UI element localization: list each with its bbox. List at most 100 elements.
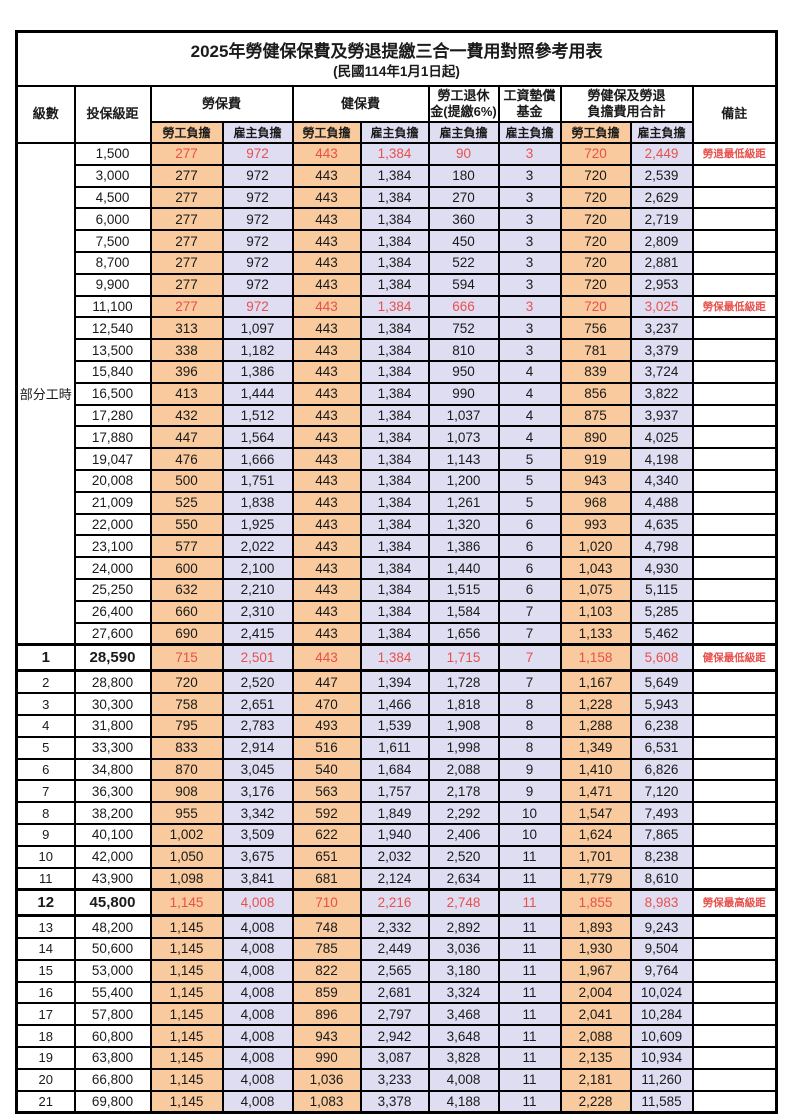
cell-wage-fund-employer: 5 — [497, 447, 562, 471]
cell-remark — [691, 534, 778, 559]
cell-health-employer: 1,611 — [359, 735, 430, 760]
cell-labor-employee: 447 — [149, 425, 224, 450]
cell-insured-bracket: 17,880 — [73, 425, 152, 450]
cell-total-employee: 919 — [559, 447, 632, 471]
cell-total-employer: 2,881 — [629, 250, 694, 275]
cell-remark — [691, 403, 778, 428]
cell-remark — [691, 914, 778, 940]
cell-health-employer: 1,384 — [359, 272, 430, 297]
pension-header-line1: 勞工退休 — [437, 87, 490, 103]
cell-total-employer: 11,585 — [629, 1089, 694, 1114]
table-row: 2 28,800 720 2,520 447 1,394 1,728 7 1,167 5,649 — [15, 669, 778, 695]
cell-health-employee: 493 — [291, 713, 362, 738]
cell-insured-bracket: 63,800 — [73, 1046, 152, 1070]
cell-labor-employee: 715 — [149, 643, 224, 673]
cell-total-employer: 8,610 — [629, 866, 694, 891]
cell-labor-employer: 972 — [221, 229, 294, 253]
cell-labor-employee: 955 — [149, 801, 224, 825]
cell-labor-employee: 1,145 — [149, 1046, 224, 1070]
cell-health-employer: 1,384 — [359, 403, 430, 428]
cell-remark — [691, 958, 778, 983]
cell-total-employer: 10,024 — [629, 980, 694, 1005]
cell-labor-employer: 1,925 — [221, 512, 294, 537]
cell-total-employee: 1,893 — [559, 914, 632, 940]
cell-labor-employee: 660 — [149, 599, 224, 624]
cell-pension-employer: 90 — [427, 142, 500, 166]
cell-wage-fund-employer: 3 — [497, 163, 562, 188]
cell-total-employee: 1,349 — [559, 735, 632, 760]
cell-remark — [691, 272, 778, 297]
cell-wage-fund-employer: 6 — [497, 556, 562, 580]
total-header-line1: 勞健保及勞退 — [587, 87, 666, 103]
cell-labor-employer: 4,008 — [221, 1046, 294, 1070]
cell-labor-employer: 4,008 — [221, 1024, 294, 1049]
cell-wage-fund-employer: 6 — [497, 512, 562, 537]
cell-labor-employer: 2,914 — [221, 735, 294, 760]
col-header-level: 級數 — [15, 85, 76, 144]
cell-total-employer: 7,865 — [629, 822, 694, 847]
subheader-health-employee: 勞工負擔 — [291, 121, 362, 144]
fee-reference-table: 2025年勞健保保費及勞退提繳三合一費用對照參考用表 (民國114年1月1日起)… — [15, 30, 779, 1115]
cell-labor-employee: 476 — [149, 447, 224, 471]
subheader-health-employer: 雇主負擔 — [359, 121, 430, 144]
cell-health-employee: 822 — [291, 958, 362, 983]
table-row: 6,000 277 972 443 1,384 360 3 720 2,719 — [17, 207, 778, 232]
cell-total-employee: 1,410 — [559, 757, 632, 782]
cell-health-employee: 990 — [291, 1046, 362, 1070]
cell-insured-bracket: 13,500 — [73, 338, 152, 362]
cell-pension-employer: 3,828 — [427, 1046, 500, 1070]
cell-wage-fund-employer: 11 — [497, 958, 562, 983]
table-row: 12 45,800 1,145 4,008 710 2,216 2,748 11 1,855 8,… — [15, 888, 778, 918]
cell-total-employee: 2,135 — [559, 1046, 632, 1070]
cell-pension-employer: 2,406 — [427, 822, 500, 847]
cell-health-employer: 1,384 — [359, 447, 430, 471]
cell-insured-bracket: 21,009 — [73, 490, 152, 515]
cell-wage-fund-employer: 8 — [497, 735, 562, 760]
cell-total-employee: 720 — [559, 294, 632, 319]
cell-wage-fund-employer: 3 — [497, 316, 562, 341]
cell-labor-employee: 1,145 — [149, 980, 224, 1005]
cell-health-employer: 1,849 — [359, 801, 430, 825]
cell-pension-employer: 2,520 — [427, 844, 500, 869]
cell-wage-fund-employer: 11 — [497, 1067, 562, 1092]
cell-insured-bracket: 25,250 — [73, 577, 152, 602]
cell-labor-employee: 1,098 — [149, 866, 224, 891]
table-row: 8 38,200 955 3,342 592 1,849 2,292 10 1,547 7,493 — [15, 801, 778, 825]
cell-health-employee: 443 — [291, 338, 362, 362]
cell-insured-bracket: 50,600 — [73, 937, 152, 961]
cell-remark — [691, 937, 778, 961]
cell-wage-fund-employer: 11 — [497, 844, 562, 869]
cell-health-employee: 681 — [291, 866, 362, 891]
cell-remark — [691, 692, 778, 716]
cell-wage-fund-employer: 11 — [497, 1002, 562, 1027]
cell-total-employer: 9,243 — [629, 914, 694, 940]
title-row: 2025年勞健保保費及勞退提繳三合一費用對照參考用表 (民國114年1月1日起) — [15, 30, 778, 87]
cell-pension-employer: 4,008 — [427, 1067, 500, 1092]
cell-total-employee: 2,181 — [559, 1067, 632, 1092]
cell-labor-employer: 2,100 — [221, 556, 294, 580]
table-row: 21,009 525 1,838 443 1,384 1,261 5 968 4,488 — [17, 490, 778, 515]
cell-health-employer: 2,124 — [359, 866, 430, 891]
cell-pension-employer: 1,715 — [427, 643, 500, 673]
cell-labor-employee: 1,145 — [149, 1024, 224, 1049]
cell-pension-employer: 2,088 — [427, 757, 500, 782]
cell-health-employee: 443 — [291, 577, 362, 602]
cell-labor-employee: 690 — [149, 621, 224, 646]
cell-wage-fund-employer: 11 — [497, 914, 562, 940]
table-row: 14 50,600 1,145 4,008 785 2,449 3,036 11 1,930 9,… — [15, 937, 778, 961]
cell-pension-employer: 1,261 — [427, 490, 500, 515]
cell-pension-employer: 3,324 — [427, 980, 500, 1005]
table-row: 7 36,300 908 3,176 563 1,757 2,178 9 1,471 7,120 — [15, 779, 778, 804]
cell-remark — [691, 669, 778, 695]
cell-remark — [691, 316, 778, 341]
cell-health-employer: 1,384 — [359, 643, 430, 673]
cell-labor-employer: 1,751 — [221, 468, 294, 493]
cell-pension-employer: 1,037 — [427, 403, 500, 428]
cell-wage-fund-employer: 7 — [497, 669, 562, 695]
page-subtitle: (民國114年1月1日起) — [333, 64, 460, 80]
table-row: 11,100 277 972 443 1,384 666 3 720 3,025 勞保最低級距 — [17, 294, 778, 319]
cell-health-employer: 1,384 — [359, 599, 430, 624]
cell-health-employee: 443 — [291, 316, 362, 341]
cell-labor-employer: 2,520 — [221, 669, 294, 695]
